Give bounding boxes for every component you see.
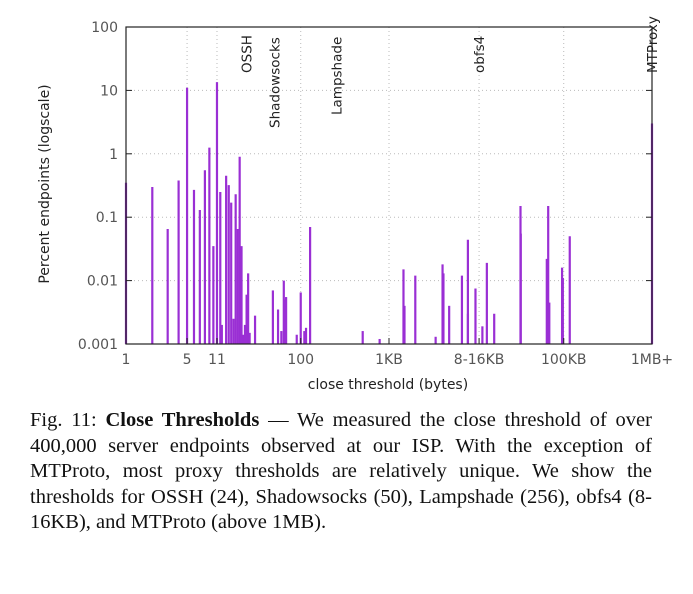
- caption-body: — We measured the close threshold of ove…: [30, 409, 652, 533]
- y-tick-label: 10: [100, 83, 118, 99]
- annotation-label: obfs4: [472, 36, 488, 73]
- figure-caption: Fig. 11: Close Thresholds — We measured …: [30, 408, 652, 536]
- x-tick-label: 100: [287, 352, 314, 368]
- x-tick-label: 100KB: [541, 352, 587, 368]
- caption-title: Close Thresholds: [105, 409, 260, 431]
- annotation-label: OSSH: [240, 35, 256, 73]
- y-tick-label: 0.1: [96, 210, 118, 226]
- x-tick-label: 11: [208, 352, 226, 368]
- y-tick-label: 100: [91, 20, 118, 36]
- annotation-label: Lampshade: [329, 37, 345, 115]
- chart-annotations: OSSH Shadowsocks Lampshade obfs4 MTProxy: [240, 16, 661, 128]
- y-tick-label: 1: [109, 147, 118, 163]
- x-tick-label: 1: [122, 352, 131, 368]
- x-tick-label: 5: [183, 352, 192, 368]
- y-axis-label: Percent endpoints (logscale): [37, 84, 53, 283]
- x-tick-label: 1MB+: [631, 352, 673, 368]
- close-threshold-chart: 0.001 0.01 0.1 1 10 100 1 5 11 100 1KB 8-16KB 100KB…: [37, 16, 673, 393]
- y-tick-label: 0.01: [87, 274, 118, 290]
- y-tick-label: 0.001: [78, 337, 118, 353]
- x-tick-label: 1KB: [375, 352, 403, 368]
- annotation-label: MTProxy: [645, 16, 661, 73]
- y-axis-ticks: 0.001 0.01 0.1 1 10 100: [78, 20, 652, 353]
- x-axis-label: close threshold (bytes): [308, 377, 468, 393]
- annotation-label: Shadowsocks: [267, 37, 283, 128]
- caption-prefix: Fig. 11:: [30, 409, 106, 431]
- x-tick-label: 8-16KB: [454, 352, 505, 368]
- x-axis-ticks: 1 5 11 100 1KB 8-16KB 100KB 1MB+: [122, 338, 673, 368]
- chart-bars: [124, 82, 654, 344]
